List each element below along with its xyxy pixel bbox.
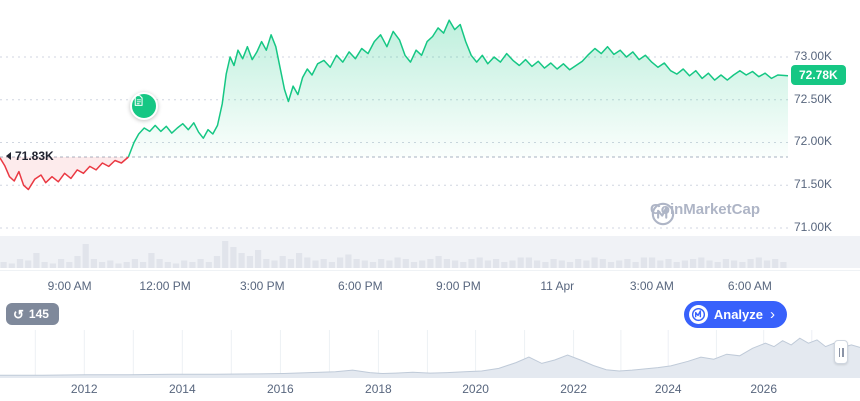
baseline-price-value: 71.83K: [15, 149, 54, 163]
x-axis-label: 11 Apr: [540, 279, 575, 293]
year-label: 2020: [462, 382, 489, 396]
timeline-chart-svg: [0, 330, 860, 378]
y-axis-label: 71.50K: [794, 177, 833, 191]
year-label: 2018: [365, 382, 392, 396]
price-chart[interactable]: 73.00K 72.50K 72.00K 71.50K 71.00K 71.83…: [0, 0, 860, 271]
x-axis-label: 3:00 AM: [629, 279, 674, 293]
analyze-button[interactable]: Analyze ›: [683, 301, 787, 328]
analyze-label: Analyze: [713, 307, 763, 322]
annotations-count-badge[interactable]: ↺ 145: [6, 303, 59, 325]
annotations-count: 145: [28, 307, 49, 321]
scrubber-right-handle[interactable]: [834, 340, 848, 364]
news-annotation-icon[interactable]: [130, 92, 158, 120]
x-axis: 9:00 AM 12:00 PM 3:00 PM 6:00 PM 9:00 PM…: [0, 273, 860, 297]
x-axis-label: 3:00 PM: [239, 279, 285, 293]
timeline-years: 2012 2014 2016 2018 2020 2022 2024 2026: [0, 379, 860, 401]
document-icon: [134, 95, 143, 106]
year-label: 2016: [267, 382, 294, 396]
current-price-badge: 72.78K: [791, 65, 846, 85]
x-axis-label: 6:00 PM: [337, 279, 383, 293]
y-axis-label: 72.00K: [794, 134, 833, 148]
y-axis-label: 71.00K: [794, 220, 833, 234]
year-label: 2026: [750, 382, 778, 396]
timeline-scrubber[interactable]: [0, 330, 860, 378]
x-axis-label: 9:00 PM: [436, 279, 481, 293]
coinmarketcap-logo-icon: [688, 305, 708, 324]
history-icon: ↺: [13, 306, 24, 322]
baseline-arrow-icon: [6, 152, 11, 160]
watermark-text: CoinMarketCap: [649, 201, 760, 218]
chevron-right-icon: ›: [770, 306, 775, 323]
y-axis-label: 72.50K: [794, 92, 833, 106]
y-axis-label: 73.00K: [794, 49, 833, 63]
x-axis-label: 6:00 AM: [727, 279, 772, 293]
year-label: 2024: [654, 382, 682, 396]
coinmarketcap-watermark: CoinMarketCap: [649, 201, 760, 226]
coinmarketcap-logo-icon: [651, 202, 675, 226]
year-label: 2022: [560, 382, 587, 396]
x-axis-label: 12:00 PM: [139, 279, 191, 293]
year-label: 2014: [168, 382, 196, 396]
baseline-price-label: 71.83K: [6, 149, 54, 163]
year-label: 2012: [70, 382, 98, 396]
x-axis-label: 9:00 AM: [47, 279, 92, 293]
price-chart-svg: [0, 19, 860, 268]
